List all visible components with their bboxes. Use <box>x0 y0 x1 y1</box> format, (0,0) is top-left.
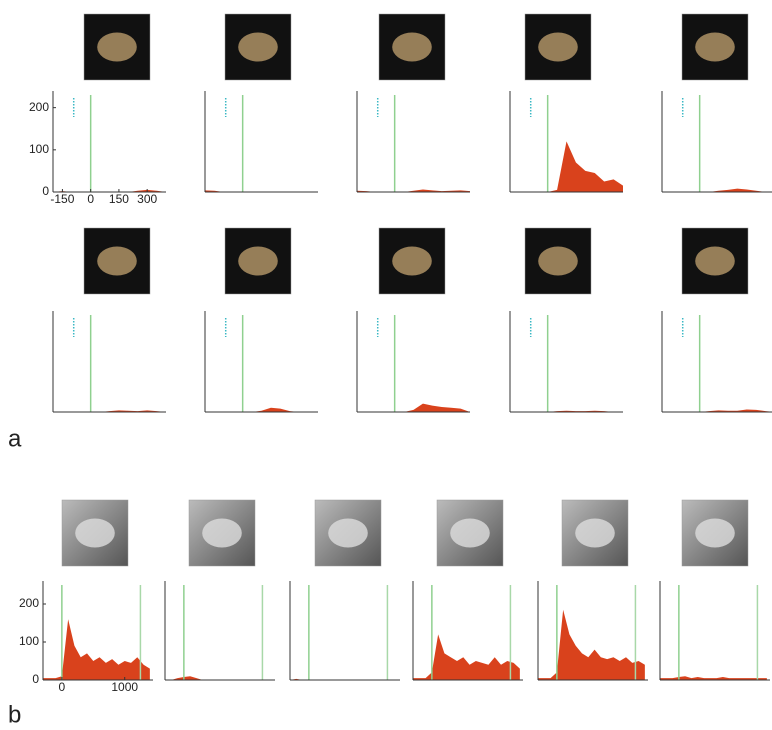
psth-area <box>660 676 767 680</box>
stimulus-object <box>695 518 735 547</box>
stimulus-object <box>328 518 368 547</box>
x-tick-label: 0 <box>59 680 66 694</box>
stimulus-object <box>450 518 490 547</box>
psth-area <box>357 404 470 412</box>
stimulus-object <box>202 518 242 547</box>
psth-area <box>510 141 623 192</box>
panel-label: a <box>8 425 22 452</box>
y-tick-label: 100 <box>29 142 49 156</box>
figure: a b 0100200-1500150300010020001000 <box>0 0 772 730</box>
y-tick-label: 0 <box>32 672 39 686</box>
stimulus-object <box>97 32 137 61</box>
psth-area <box>165 676 272 680</box>
psth-area <box>538 610 645 680</box>
x-tick-label: 300 <box>137 192 157 206</box>
stimulus-object <box>238 246 278 275</box>
x-tick-label: 0 <box>87 192 94 206</box>
stimulus-object <box>575 518 615 547</box>
stimulus-object <box>695 246 735 275</box>
stimulus-object <box>538 32 578 61</box>
panel-label: b <box>8 701 21 728</box>
psth-area <box>662 189 772 192</box>
y-tick-label: 200 <box>19 596 39 610</box>
x-tick-label: 1000 <box>111 680 138 694</box>
y-tick-label: 0 <box>42 184 49 198</box>
stimulus-object <box>538 246 578 275</box>
psth-area <box>43 619 150 680</box>
stimulus-object <box>75 518 115 547</box>
stimulus-object <box>238 32 278 61</box>
stimulus-object <box>392 246 432 275</box>
psth-area <box>205 408 318 412</box>
y-tick-label: 100 <box>19 634 39 648</box>
x-tick-label: 150 <box>109 192 129 206</box>
stimulus-object <box>695 32 735 61</box>
stimulus-object <box>97 246 137 275</box>
x-tick-label: -150 <box>50 192 74 206</box>
stimulus-object <box>392 32 432 61</box>
y-tick-label: 200 <box>29 100 49 114</box>
psth-area <box>413 634 520 680</box>
